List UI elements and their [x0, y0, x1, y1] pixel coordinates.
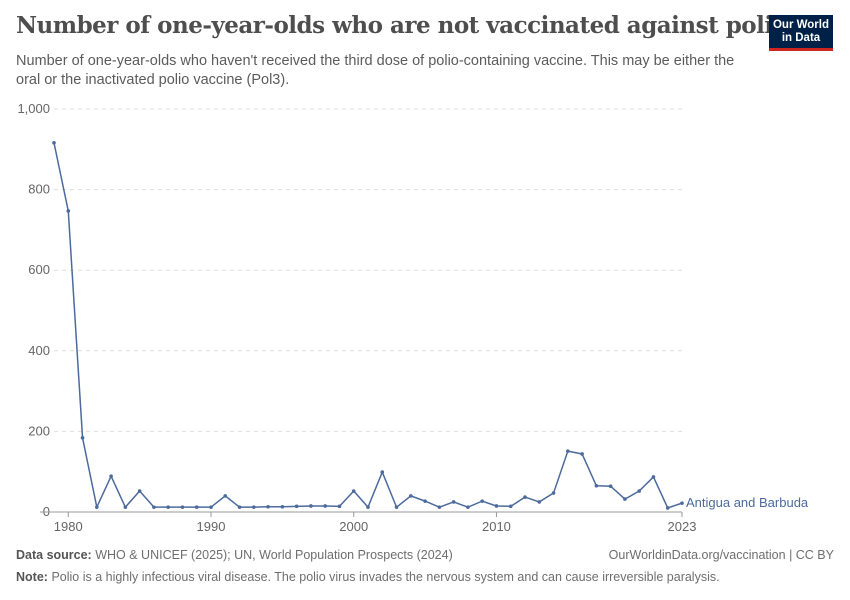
data-point [109, 474, 113, 478]
data-point [566, 449, 570, 453]
data-point [451, 500, 456, 504]
owid-logo[interactable]: Our World in Data [769, 15, 833, 51]
data-point [351, 489, 356, 493]
data-point [309, 504, 313, 508]
data-point [437, 505, 442, 509]
data-point [209, 505, 213, 509]
data-point [466, 505, 470, 509]
chart-subtitle: Number of one-year-olds who haven't rece… [16, 53, 735, 88]
data-point [665, 506, 670, 510]
data-point [651, 475, 656, 479]
data-point [237, 505, 242, 509]
data-point [423, 499, 427, 503]
data-point [380, 470, 385, 474]
data-point [123, 505, 128, 509]
data-point [394, 505, 399, 509]
y-tick-label: 400 [28, 343, 50, 358]
series-line [53, 142, 683, 510]
data-point [551, 491, 556, 495]
y-tick-label: 1,000 [17, 101, 50, 116]
note: Note: Polio is a highly infectious viral… [16, 570, 720, 584]
data-point [194, 505, 199, 509]
data-point [95, 505, 99, 509]
source-link[interactable]: OurWorldinData.org/vaccination | CC BY [608, 548, 834, 562]
data-point [608, 484, 613, 489]
data-point [66, 209, 71, 213]
x-tick-label: 1980 [54, 519, 83, 534]
data-point [480, 499, 484, 503]
series-label: Antigua and Barbuda [686, 495, 809, 510]
x-tick-label: 1990 [197, 519, 226, 534]
data-point [623, 497, 627, 501]
data-point [280, 504, 285, 509]
data-point [137, 489, 142, 493]
data-point [223, 494, 228, 498]
data-point [266, 504, 270, 509]
x-tick-label: 2000 [339, 519, 368, 534]
data-source: Data source: WHO & UNICEF (2025); UN, Wo… [16, 548, 453, 562]
y-tick-label: 600 [28, 262, 50, 277]
data-point [366, 505, 370, 509]
data-point [252, 505, 256, 509]
data-point [80, 436, 85, 440]
x-tick-label: 2023 [668, 519, 697, 534]
data-point [508, 504, 513, 509]
data-point [337, 504, 342, 509]
data-point [594, 484, 599, 488]
data-point [537, 500, 542, 504]
data-point [323, 504, 327, 508]
data-point [180, 505, 185, 509]
data-point [637, 489, 641, 493]
data-point [294, 504, 299, 509]
data-point [52, 141, 56, 145]
data-point [680, 501, 684, 505]
data-point [523, 495, 527, 499]
data-point [152, 505, 156, 509]
data-point [409, 494, 413, 498]
y-tick-label: 800 [28, 182, 50, 197]
x-tick-label: 2010 [482, 519, 511, 534]
data-point [580, 452, 584, 456]
chart-title: Number of one-year-olds who are not vacc… [16, 12, 788, 39]
y-tick-label: 200 [28, 423, 50, 438]
data-point [166, 505, 170, 509]
data-point [494, 504, 499, 508]
